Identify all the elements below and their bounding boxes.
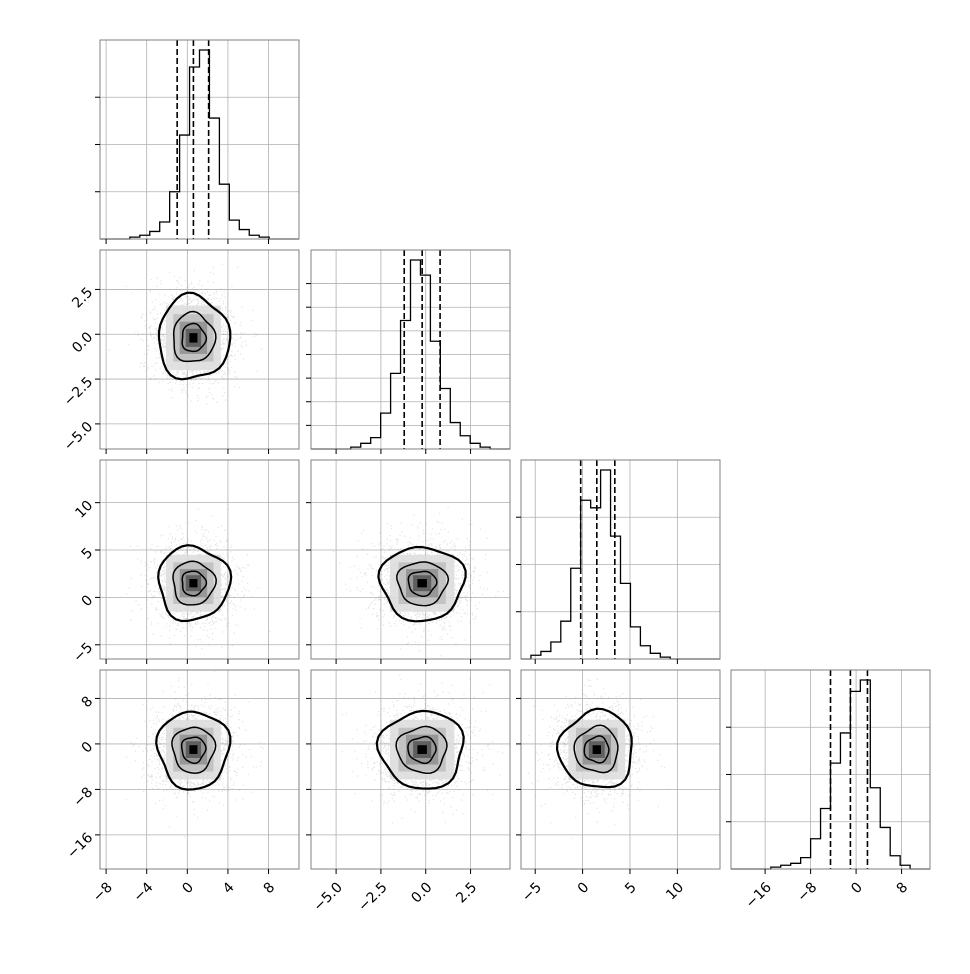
scatter-points xyxy=(332,506,505,657)
density-contour xyxy=(155,710,232,791)
y-tick-label: −5 xyxy=(70,640,96,666)
panel-frame xyxy=(99,249,300,450)
scatter-points xyxy=(108,263,262,424)
scatter-points xyxy=(126,508,271,650)
density-contour xyxy=(172,310,217,363)
density-peak xyxy=(189,745,198,754)
panel-frame xyxy=(310,459,511,660)
histogram-step-line xyxy=(731,679,930,870)
panel-frame xyxy=(310,669,511,870)
x-tick-label: 0 xyxy=(179,879,197,897)
scatter-points xyxy=(527,678,669,839)
density-peak xyxy=(189,579,198,588)
density-peak xyxy=(189,333,198,343)
density-contour xyxy=(407,570,438,598)
x-tick-label: 8 xyxy=(894,879,912,897)
y-tick-label: 0 xyxy=(79,739,97,757)
histogram-step-line xyxy=(521,469,720,660)
y-tick-label: 5 xyxy=(79,545,97,563)
x-tick-label: 5 xyxy=(622,879,640,897)
y-tick-label: −5.0 xyxy=(61,419,96,454)
density-contour xyxy=(377,546,467,623)
scatter-panel-4-3: −5 0 5 10 xyxy=(516,669,721,905)
x-tick-label: −5.0 xyxy=(311,879,346,914)
scatter-point-cloud xyxy=(108,263,262,424)
density-contour xyxy=(172,560,217,606)
density-contour xyxy=(157,544,233,623)
y-tick-label: 0.0 xyxy=(69,329,96,356)
panel-frame xyxy=(99,459,300,660)
panel-frame xyxy=(730,669,931,870)
density-contour xyxy=(375,709,465,790)
x-tick-label: −8 xyxy=(794,879,820,905)
density-contour xyxy=(583,735,610,764)
density-peak xyxy=(592,745,601,754)
panel-frame xyxy=(310,249,511,450)
y-tick-label: −2.5 xyxy=(61,374,96,409)
scatter-panel-4-1: −8 −4 0 4 8 −16 −8 0 8 xyxy=(64,669,300,905)
density-peak xyxy=(417,745,427,754)
histogram-panel-2 xyxy=(306,249,511,454)
y-tick-label: 10 xyxy=(72,498,96,522)
x-tick-label: 4 xyxy=(220,879,238,897)
scatter-panel-4-2: −5.0 −2.5 0.0 2.5 xyxy=(306,669,511,915)
y-tick-label: 0 xyxy=(79,592,97,610)
y-tick-label: −16 xyxy=(64,830,96,862)
scatter-panel-2-1: −5.0 −2.5 0.0 2.5 xyxy=(61,249,300,454)
histogram-panel-4: −16 −8 0 8 xyxy=(726,669,931,912)
panel-frame xyxy=(520,669,721,870)
histogram-step-line xyxy=(100,49,299,240)
density-contour xyxy=(181,570,208,597)
x-tick-label: 8 xyxy=(261,879,279,897)
density-contour xyxy=(181,322,208,353)
x-tick-label: −2.5 xyxy=(355,879,390,914)
x-tick-label: 2.5 xyxy=(453,879,480,906)
panel-frame xyxy=(99,669,300,870)
scatter-points xyxy=(125,671,264,838)
density-contour xyxy=(395,725,448,775)
panel-frame xyxy=(520,459,721,660)
x-tick-label: 0 xyxy=(575,879,593,897)
density-contour xyxy=(157,291,232,381)
y-tick-label: −8 xyxy=(70,784,96,810)
histogram-panel-1 xyxy=(95,39,300,244)
histogram-panel-3 xyxy=(516,459,721,664)
scatter-points xyxy=(341,674,504,824)
scatter-panel-3-2 xyxy=(306,459,511,664)
histogram-step-line xyxy=(311,259,510,450)
density-peak xyxy=(417,579,427,588)
x-tick-label: −16 xyxy=(743,879,775,911)
y-tick-label: 2.5 xyxy=(69,284,96,311)
x-tick-label: 0.0 xyxy=(408,879,435,906)
x-tick-label: 10 xyxy=(663,879,687,903)
density-contour xyxy=(407,735,437,765)
density-contour xyxy=(555,707,633,789)
density-contour xyxy=(573,724,619,774)
density-contour xyxy=(180,736,207,765)
density-contour xyxy=(171,726,217,774)
x-tick-label: −4 xyxy=(131,879,157,905)
scatter-panel-3-1: −5 0 5 10 xyxy=(70,459,300,666)
y-tick-label: 8 xyxy=(79,693,97,711)
x-tick-label: 0 xyxy=(848,879,866,897)
panel-frame xyxy=(99,39,300,240)
x-tick-label: −5 xyxy=(519,879,545,905)
density-contour xyxy=(396,561,450,607)
x-tick-label: −8 xyxy=(90,879,116,905)
